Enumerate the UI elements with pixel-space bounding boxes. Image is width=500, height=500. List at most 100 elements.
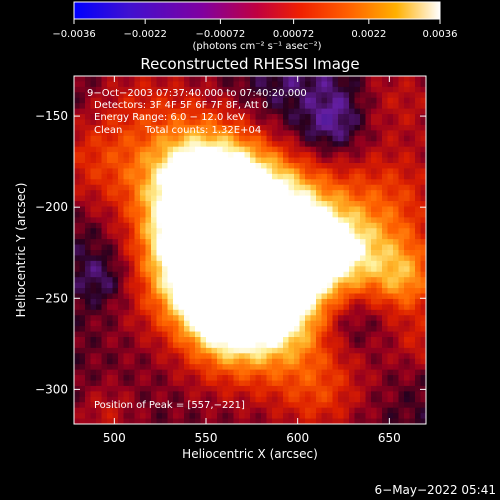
heat-cell — [173, 347, 180, 354]
heat-cell — [156, 266, 163, 273]
heat-cell — [266, 76, 273, 83]
heat-cell — [228, 282, 235, 289]
heat-cell — [266, 282, 273, 289]
heat-cell — [316, 255, 323, 262]
heat-cell — [123, 309, 130, 316]
heat-cell — [107, 119, 114, 126]
heat-cell — [233, 195, 240, 202]
heat-cell — [167, 76, 174, 83]
heat-cell — [305, 103, 312, 110]
heat-cell — [145, 92, 152, 99]
heat-cell — [90, 103, 97, 110]
heat-cell — [255, 141, 262, 148]
heat-cell — [79, 92, 86, 99]
heat-cell — [85, 244, 92, 251]
heat-cell — [404, 244, 411, 251]
heat-cell — [321, 396, 328, 403]
heat-cell — [299, 320, 306, 327]
heat-cell — [321, 320, 328, 327]
heat-cell — [129, 206, 136, 213]
heat-cell — [217, 353, 224, 360]
heat-cell — [123, 369, 130, 376]
heat-cell — [222, 396, 229, 403]
heat-cell — [200, 108, 207, 115]
heat-cell — [189, 222, 196, 229]
heat-cell — [222, 135, 229, 142]
heat-cell — [250, 331, 257, 338]
heat-cell — [365, 190, 372, 197]
heat-cell — [283, 337, 290, 344]
heat-cell — [211, 255, 218, 262]
heat-cell — [156, 222, 163, 229]
heat-cell — [376, 304, 383, 311]
heat-cell — [145, 239, 152, 246]
heat-cell — [349, 353, 356, 360]
heat-cell — [250, 97, 257, 104]
heat-cell — [123, 380, 130, 387]
heat-cell — [321, 271, 328, 278]
heat-cell — [101, 239, 108, 246]
heat-cell — [173, 217, 180, 224]
heat-cell — [244, 81, 251, 88]
heat-cell — [145, 309, 152, 316]
heat-cell — [112, 222, 119, 229]
heat-cell — [112, 81, 119, 88]
heat-cell — [112, 396, 119, 403]
heat-cell — [90, 369, 97, 376]
heat-cell — [156, 293, 163, 300]
heat-cell — [272, 201, 279, 208]
heat-cell — [409, 413, 416, 420]
heat-cell — [123, 288, 130, 295]
heat-cell — [250, 168, 257, 175]
heat-cell — [338, 206, 345, 213]
heat-cell — [365, 211, 372, 218]
heat-cell — [200, 233, 207, 240]
heat-cell — [244, 206, 251, 213]
heat-cell — [272, 163, 279, 170]
heat-cell — [382, 342, 389, 349]
heat-cell — [261, 222, 268, 229]
heat-cell — [305, 97, 312, 104]
heat-cell — [327, 304, 334, 311]
heat-cell — [371, 255, 378, 262]
heat-cell — [272, 364, 279, 371]
heat-cell — [151, 190, 158, 197]
heat-cell — [294, 206, 301, 213]
heat-cell — [233, 364, 240, 371]
heat-cell — [222, 326, 229, 333]
heat-cell — [90, 119, 97, 126]
heat-cell — [376, 282, 383, 289]
heat-cell — [217, 277, 224, 284]
axis-ticks: 500 550 600 650−150−200−250−300 — [35, 76, 426, 445]
heat-cell — [129, 211, 136, 218]
heat-cell — [261, 239, 268, 246]
heat-cell — [299, 141, 306, 148]
heat-cell — [332, 331, 339, 338]
heat-cell — [398, 326, 405, 333]
heat-cell — [173, 342, 180, 349]
heat-cell — [310, 331, 317, 338]
heat-cell — [74, 364, 81, 371]
heat-cell — [167, 337, 174, 344]
heat-cell — [321, 250, 328, 257]
heat-cell — [250, 391, 257, 398]
heat-cell — [107, 342, 114, 349]
heat-cell — [277, 266, 284, 273]
heat-cell — [118, 211, 125, 218]
heat-cell — [266, 347, 273, 354]
colorbar-tick-label: −0.00072 — [196, 29, 246, 40]
heat-cell — [222, 130, 229, 137]
heat-cell — [376, 326, 383, 333]
heat-cell — [151, 396, 158, 403]
heat-cell — [228, 179, 235, 186]
heat-cell — [299, 124, 306, 131]
heat-cell — [250, 250, 257, 257]
heat-cell — [371, 173, 378, 180]
heat-cell — [178, 222, 185, 229]
heat-cell — [107, 168, 114, 175]
heat-cell — [365, 375, 372, 382]
heat-cell — [332, 358, 339, 365]
heat-cell — [365, 195, 372, 202]
heat-cell — [189, 309, 196, 316]
heat-cell — [393, 152, 400, 159]
